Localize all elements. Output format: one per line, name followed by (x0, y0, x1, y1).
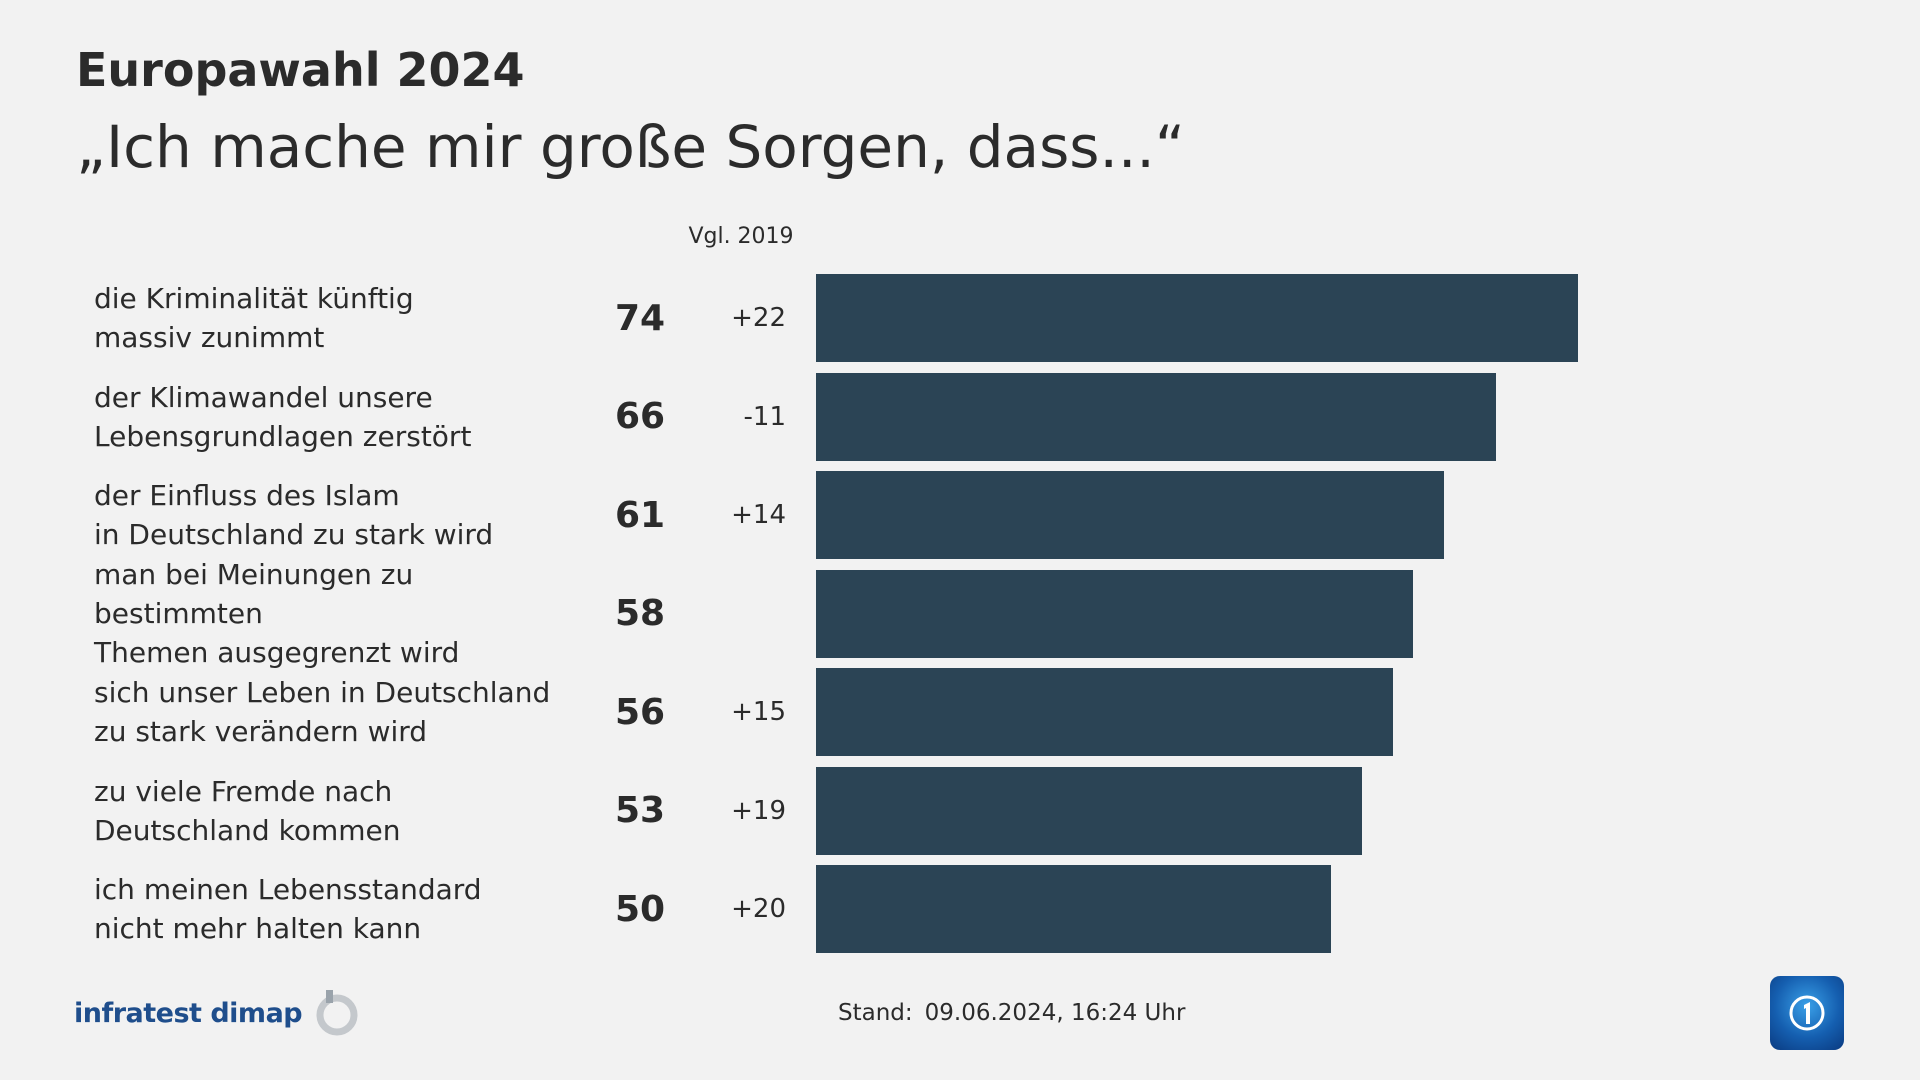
change-label: +20 (731, 894, 786, 924)
change-label: -11 (743, 401, 786, 432)
change-label: +19 (731, 795, 786, 826)
footer: infratest dimap Stand: 09.06.2024, 16:24 … (0, 970, 1920, 1060)
category-label: zu viele Fremde nach Deutschland kommen (94, 774, 401, 847)
value-label: 74 (614, 297, 666, 339)
bar (816, 274, 1579, 362)
chart-header: Europawahl 2024 „Ich mache mir große Sor… (76, 40, 1776, 186)
tagesschau-logo-icon (1770, 976, 1844, 1050)
timestamp: Stand: 09.06.2024, 16:24 Uhr (838, 1000, 1185, 1026)
value-label: 58 (614, 593, 666, 634)
comparison-column-header: Vgl. 2019 (688, 224, 794, 249)
tagesschau-one-icon (1789, 995, 1825, 1031)
chart-title: Europawahl 2024 (76, 43, 525, 97)
bar-row: der Einfluss des Islam in Deutschland zu… (0, 471, 1920, 559)
bar-row: die Kriminalität künftig massiv zunimmt 7… (0, 274, 1920, 362)
source-brand: infratest dimap (74, 988, 362, 1038)
bar (816, 569, 1414, 658)
bar (816, 668, 1393, 756)
timestamp-label: Stand: (838, 1000, 913, 1026)
category-label: ich meinen Lebensstandard nicht mehr hal… (94, 873, 482, 945)
value-label: 53 (614, 790, 666, 831)
chart-subtitle: „Ich mache mir große Sorgen, dass...“ (76, 113, 1185, 181)
bar-row: ich meinen Lebensstandard nicht mehr hal… (0, 865, 1920, 953)
category-label: die Kriminalität künftig massiv zunimmt (94, 282, 414, 354)
value-label: 61 (614, 494, 666, 536)
source-name: infratest dimap (74, 997, 303, 1029)
category-label: man bei Meinungen zu bestimmten Themen a… (94, 558, 460, 669)
change-label (706, 570, 786, 658)
value-label: 66 (614, 396, 666, 437)
category-label: sich unser Leben in Deutschland zu stark… (94, 676, 551, 748)
bar-row: der Klimawandel unsere Lebensgrundlagen … (0, 372, 1920, 461)
category-label: der Klimawandel unsere Lebensgrundlagen … (94, 380, 472, 453)
category-label: der Einfluss des Islam in Deutschland zu… (94, 479, 494, 551)
bar-row: zu viele Fremde nach Deutschland kommen 5… (0, 766, 1920, 855)
value-label: 50 (614, 888, 666, 930)
change-label: +22 (731, 303, 786, 333)
bar (816, 865, 1331, 953)
bar-chart: die Kriminalität künftig massiv zunimmt 7… (0, 274, 1920, 954)
bar (816, 372, 1496, 461)
timestamp-value: 09.06.2024, 16:24 Uhr (924, 1000, 1186, 1026)
infratest-dimap-logo-icon (316, 990, 358, 1036)
bar (816, 471, 1445, 559)
bar-row: sich unser Leben in Deutschland zu stark… (0, 668, 1920, 756)
change-label: +14 (731, 500, 786, 530)
bar (816, 766, 1362, 855)
change-label: +15 (731, 697, 786, 727)
bar-row: man bei Meinungen zu bestimmten Themen a… (0, 558, 1920, 669)
value-label: 56 (614, 691, 666, 733)
